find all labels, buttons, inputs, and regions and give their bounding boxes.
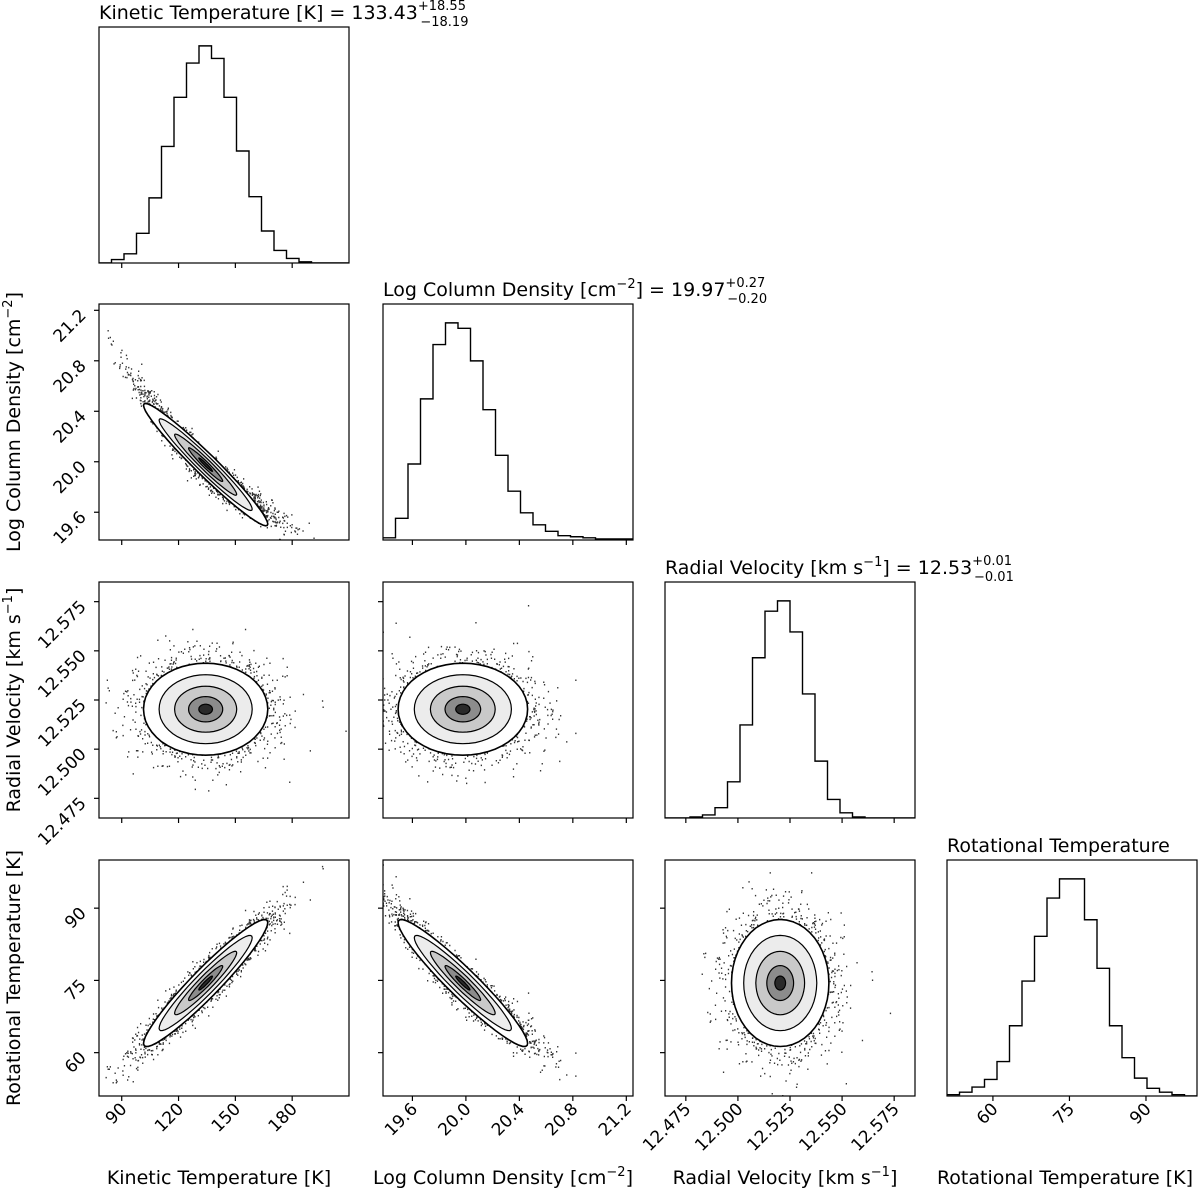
y-tick-label-vr: 12.525 <box>34 695 90 751</box>
y-tick-label-trot: 60 <box>61 1048 90 1077</box>
x-tick-label-logn: 19.6 <box>381 1099 422 1140</box>
x-tick-label-tk: 120 <box>151 1099 188 1136</box>
panel-frame-r1-c0 <box>98 303 350 541</box>
panel-titles: Kinetic Temperature [K] = 133.43+18.55 −1… <box>99 0 1170 857</box>
x-tick-label-trot: 90 <box>1126 1099 1155 1128</box>
y-tick-label-trot: 75 <box>61 976 90 1005</box>
y-tick-label-logn: 20.8 <box>50 356 91 397</box>
histogram-tk <box>99 45 349 263</box>
y-tick-label-vr: 12.550 <box>34 646 90 702</box>
title-vr: Radial Velocity [km s−1] = 12.53+0.01 −0.… <box>665 554 1014 585</box>
x-tick-label-vr: 12.550 <box>795 1099 851 1155</box>
panel-frame-r3-c0 <box>98 859 350 1097</box>
joint-panel-logn-vr <box>383 605 577 785</box>
joint-panel-tk-trot <box>105 865 324 1084</box>
title-logn: Log Column Density [cm−2] = 19.97+0.27 −0… <box>383 276 767 307</box>
x-tick-label-tk: 150 <box>208 1099 245 1136</box>
joint-panel-logn-trot <box>383 864 577 1081</box>
x-axis-label-vr: Radial Velocity [km s−1] <box>673 1165 898 1189</box>
y-tick-label-logn: 21.2 <box>50 306 91 347</box>
x-tick-label-logn: 21.2 <box>595 1099 636 1140</box>
panel-frame-r0-c0 <box>98 26 350 264</box>
x-tick-label-trot: 60 <box>973 1099 1002 1128</box>
x-tick-label-vr: 12.500 <box>691 1099 747 1155</box>
y-tick-label-vr: 12.575 <box>34 597 90 653</box>
panel-frame-r3-c3 <box>946 859 1198 1097</box>
y-tick-label-trot: 90 <box>61 904 90 933</box>
title-tk: Kinetic Temperature [K] = 133.43+18.55 −1… <box>99 0 468 30</box>
histogram-vr <box>665 600 915 818</box>
y-axis-label-logn: Log Column Density [cm−2] <box>1 292 25 552</box>
x-tick-label-logn: 20.0 <box>435 1099 476 1140</box>
x-tick-label-vr: 12.575 <box>847 1099 903 1155</box>
x-axis-label-trot: Rotational Temperature [K] <box>937 1167 1193 1189</box>
y-tick-label-vr: 12.475 <box>34 794 90 850</box>
joint-panel-tk-vr <box>105 628 347 792</box>
y-tick-label-logn: 19.6 <box>50 508 91 549</box>
y-tick-label-vr: 12.500 <box>34 745 90 801</box>
joint-panel-vr-trot <box>701 872 892 1096</box>
axis-labels: Kinetic Temperature [K] Log Column Densit… <box>1 292 1193 1189</box>
x-tick-label-logn: 20.8 <box>541 1099 582 1140</box>
panel-frame-r1-c1 <box>382 303 634 541</box>
marginal-histograms <box>99 45 1197 1096</box>
histogram-trot <box>947 878 1197 1096</box>
joint-panel-tk-logn <box>107 330 315 540</box>
panel-frame-r3-c1 <box>382 859 634 1097</box>
x-axis-label-tk: Kinetic Temperature [K] <box>107 1167 331 1189</box>
y-tick-label-logn: 20.0 <box>50 457 91 498</box>
x-tick-label-vr: 12.525 <box>743 1099 799 1155</box>
y-axis-label-vr: Radial Velocity [km s−1] <box>1 588 25 813</box>
x-tick-label-tk: 180 <box>265 1099 302 1136</box>
histogram-logn <box>383 322 633 540</box>
title-trot: Rotational Temperature <box>947 835 1170 857</box>
x-tick-label-trot: 75 <box>1050 1099 1079 1128</box>
x-axis-label-logn: Log Column Density [cm−2] <box>373 1165 633 1189</box>
joint-density-panels <box>105 330 892 1096</box>
x-tick-label-tk: 90 <box>102 1099 131 1128</box>
y-axis-label-trot: Rotational Temperature [K] <box>3 850 25 1106</box>
y-tick-label-logn: 20.4 <box>50 407 91 448</box>
x-tick-label-vr: 12.475 <box>639 1099 695 1155</box>
x-tick-label-logn: 20.4 <box>488 1099 529 1140</box>
